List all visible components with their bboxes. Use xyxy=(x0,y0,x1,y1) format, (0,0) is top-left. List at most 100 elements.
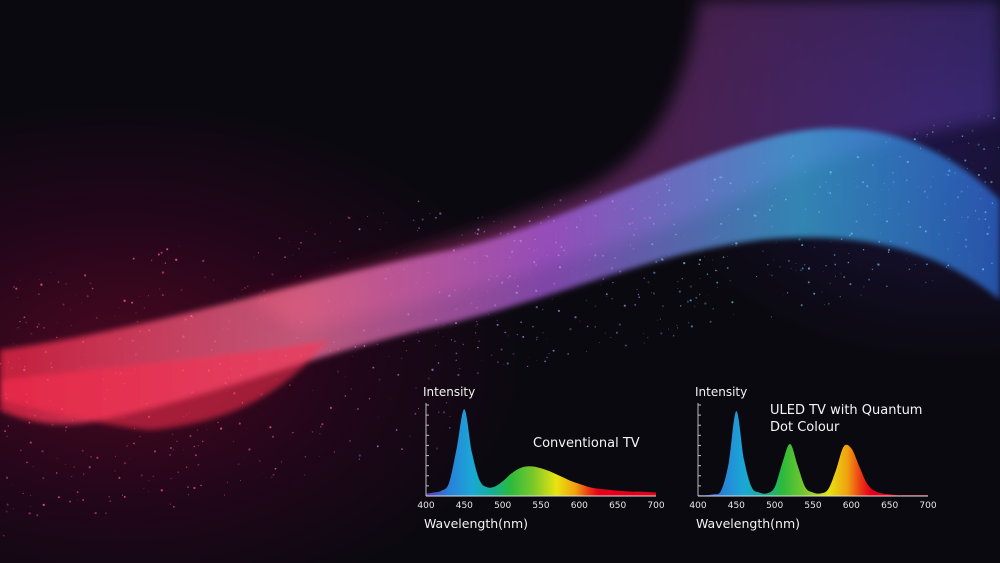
particle xyxy=(182,335,185,338)
particle xyxy=(614,257,616,259)
particle xyxy=(916,132,918,134)
particle xyxy=(36,420,38,422)
particle xyxy=(337,348,340,351)
particle xyxy=(118,307,120,309)
particle xyxy=(191,316,194,318)
particle xyxy=(65,464,66,465)
particle xyxy=(358,454,361,457)
particle xyxy=(150,259,153,262)
particle xyxy=(18,357,21,360)
particle xyxy=(961,216,963,218)
particle xyxy=(263,289,266,292)
particle xyxy=(139,330,142,333)
particle xyxy=(728,214,730,216)
particle xyxy=(554,241,558,244)
particle xyxy=(804,171,806,173)
particle xyxy=(135,312,137,314)
particle xyxy=(468,288,470,290)
particle xyxy=(30,332,33,335)
particle xyxy=(245,340,247,343)
particle xyxy=(675,233,677,236)
particle xyxy=(490,250,492,251)
particle xyxy=(114,372,117,375)
particle xyxy=(770,316,772,318)
particle xyxy=(544,360,546,363)
particle xyxy=(91,287,94,290)
particle xyxy=(877,263,880,266)
particle xyxy=(57,496,60,499)
particle xyxy=(648,195,650,198)
particle xyxy=(418,340,421,343)
particle xyxy=(585,299,588,302)
particle xyxy=(790,268,792,270)
particle xyxy=(952,141,953,143)
particle xyxy=(612,281,614,284)
particle xyxy=(308,342,310,344)
particle xyxy=(36,514,39,517)
particle xyxy=(513,277,516,279)
particle xyxy=(46,378,49,381)
particle xyxy=(977,174,980,176)
particle xyxy=(204,276,206,279)
particle xyxy=(664,178,666,181)
particle xyxy=(528,248,531,250)
particle xyxy=(947,215,949,218)
particle xyxy=(321,423,324,426)
particle xyxy=(984,211,987,214)
particle xyxy=(526,365,529,368)
particle xyxy=(329,406,333,410)
particle xyxy=(105,512,107,515)
particle xyxy=(638,296,640,299)
particle xyxy=(123,495,126,498)
particle xyxy=(947,174,950,176)
particle xyxy=(579,216,581,218)
particle xyxy=(27,383,29,385)
particle xyxy=(885,220,889,223)
particle xyxy=(949,121,951,123)
particle xyxy=(427,271,429,273)
particle xyxy=(686,300,689,303)
particle xyxy=(548,220,550,222)
particle xyxy=(697,302,699,304)
particle xyxy=(89,282,92,285)
particle xyxy=(438,411,440,413)
particle xyxy=(790,161,792,163)
particle xyxy=(169,454,171,456)
particle xyxy=(169,503,172,505)
particle xyxy=(805,208,806,210)
particle xyxy=(41,450,44,453)
particle xyxy=(226,391,228,392)
particle xyxy=(65,430,67,432)
particle xyxy=(300,320,303,324)
particle xyxy=(855,220,858,223)
particle xyxy=(829,171,832,174)
particle xyxy=(947,125,949,127)
x-tick-label: 450 xyxy=(728,501,745,511)
particle xyxy=(849,283,852,286)
particle xyxy=(25,321,28,324)
particle xyxy=(246,428,248,430)
particle xyxy=(653,271,656,274)
particle xyxy=(660,258,664,261)
particle xyxy=(258,459,261,462)
particle xyxy=(143,307,146,309)
particle xyxy=(333,451,336,453)
particle xyxy=(880,232,882,234)
particle xyxy=(431,368,434,371)
particle xyxy=(979,198,982,200)
particle xyxy=(352,355,354,357)
particle xyxy=(711,189,714,192)
particle xyxy=(803,263,806,266)
particle xyxy=(140,474,143,477)
particle xyxy=(997,146,1000,149)
particle xyxy=(712,238,714,240)
x-tick-label: 400 xyxy=(417,501,434,511)
particle xyxy=(536,360,537,361)
particle xyxy=(148,329,151,332)
particle xyxy=(17,297,19,298)
particle xyxy=(938,233,940,235)
particle xyxy=(33,414,36,416)
particle xyxy=(363,345,366,347)
particle xyxy=(662,259,665,261)
particle xyxy=(643,342,645,344)
